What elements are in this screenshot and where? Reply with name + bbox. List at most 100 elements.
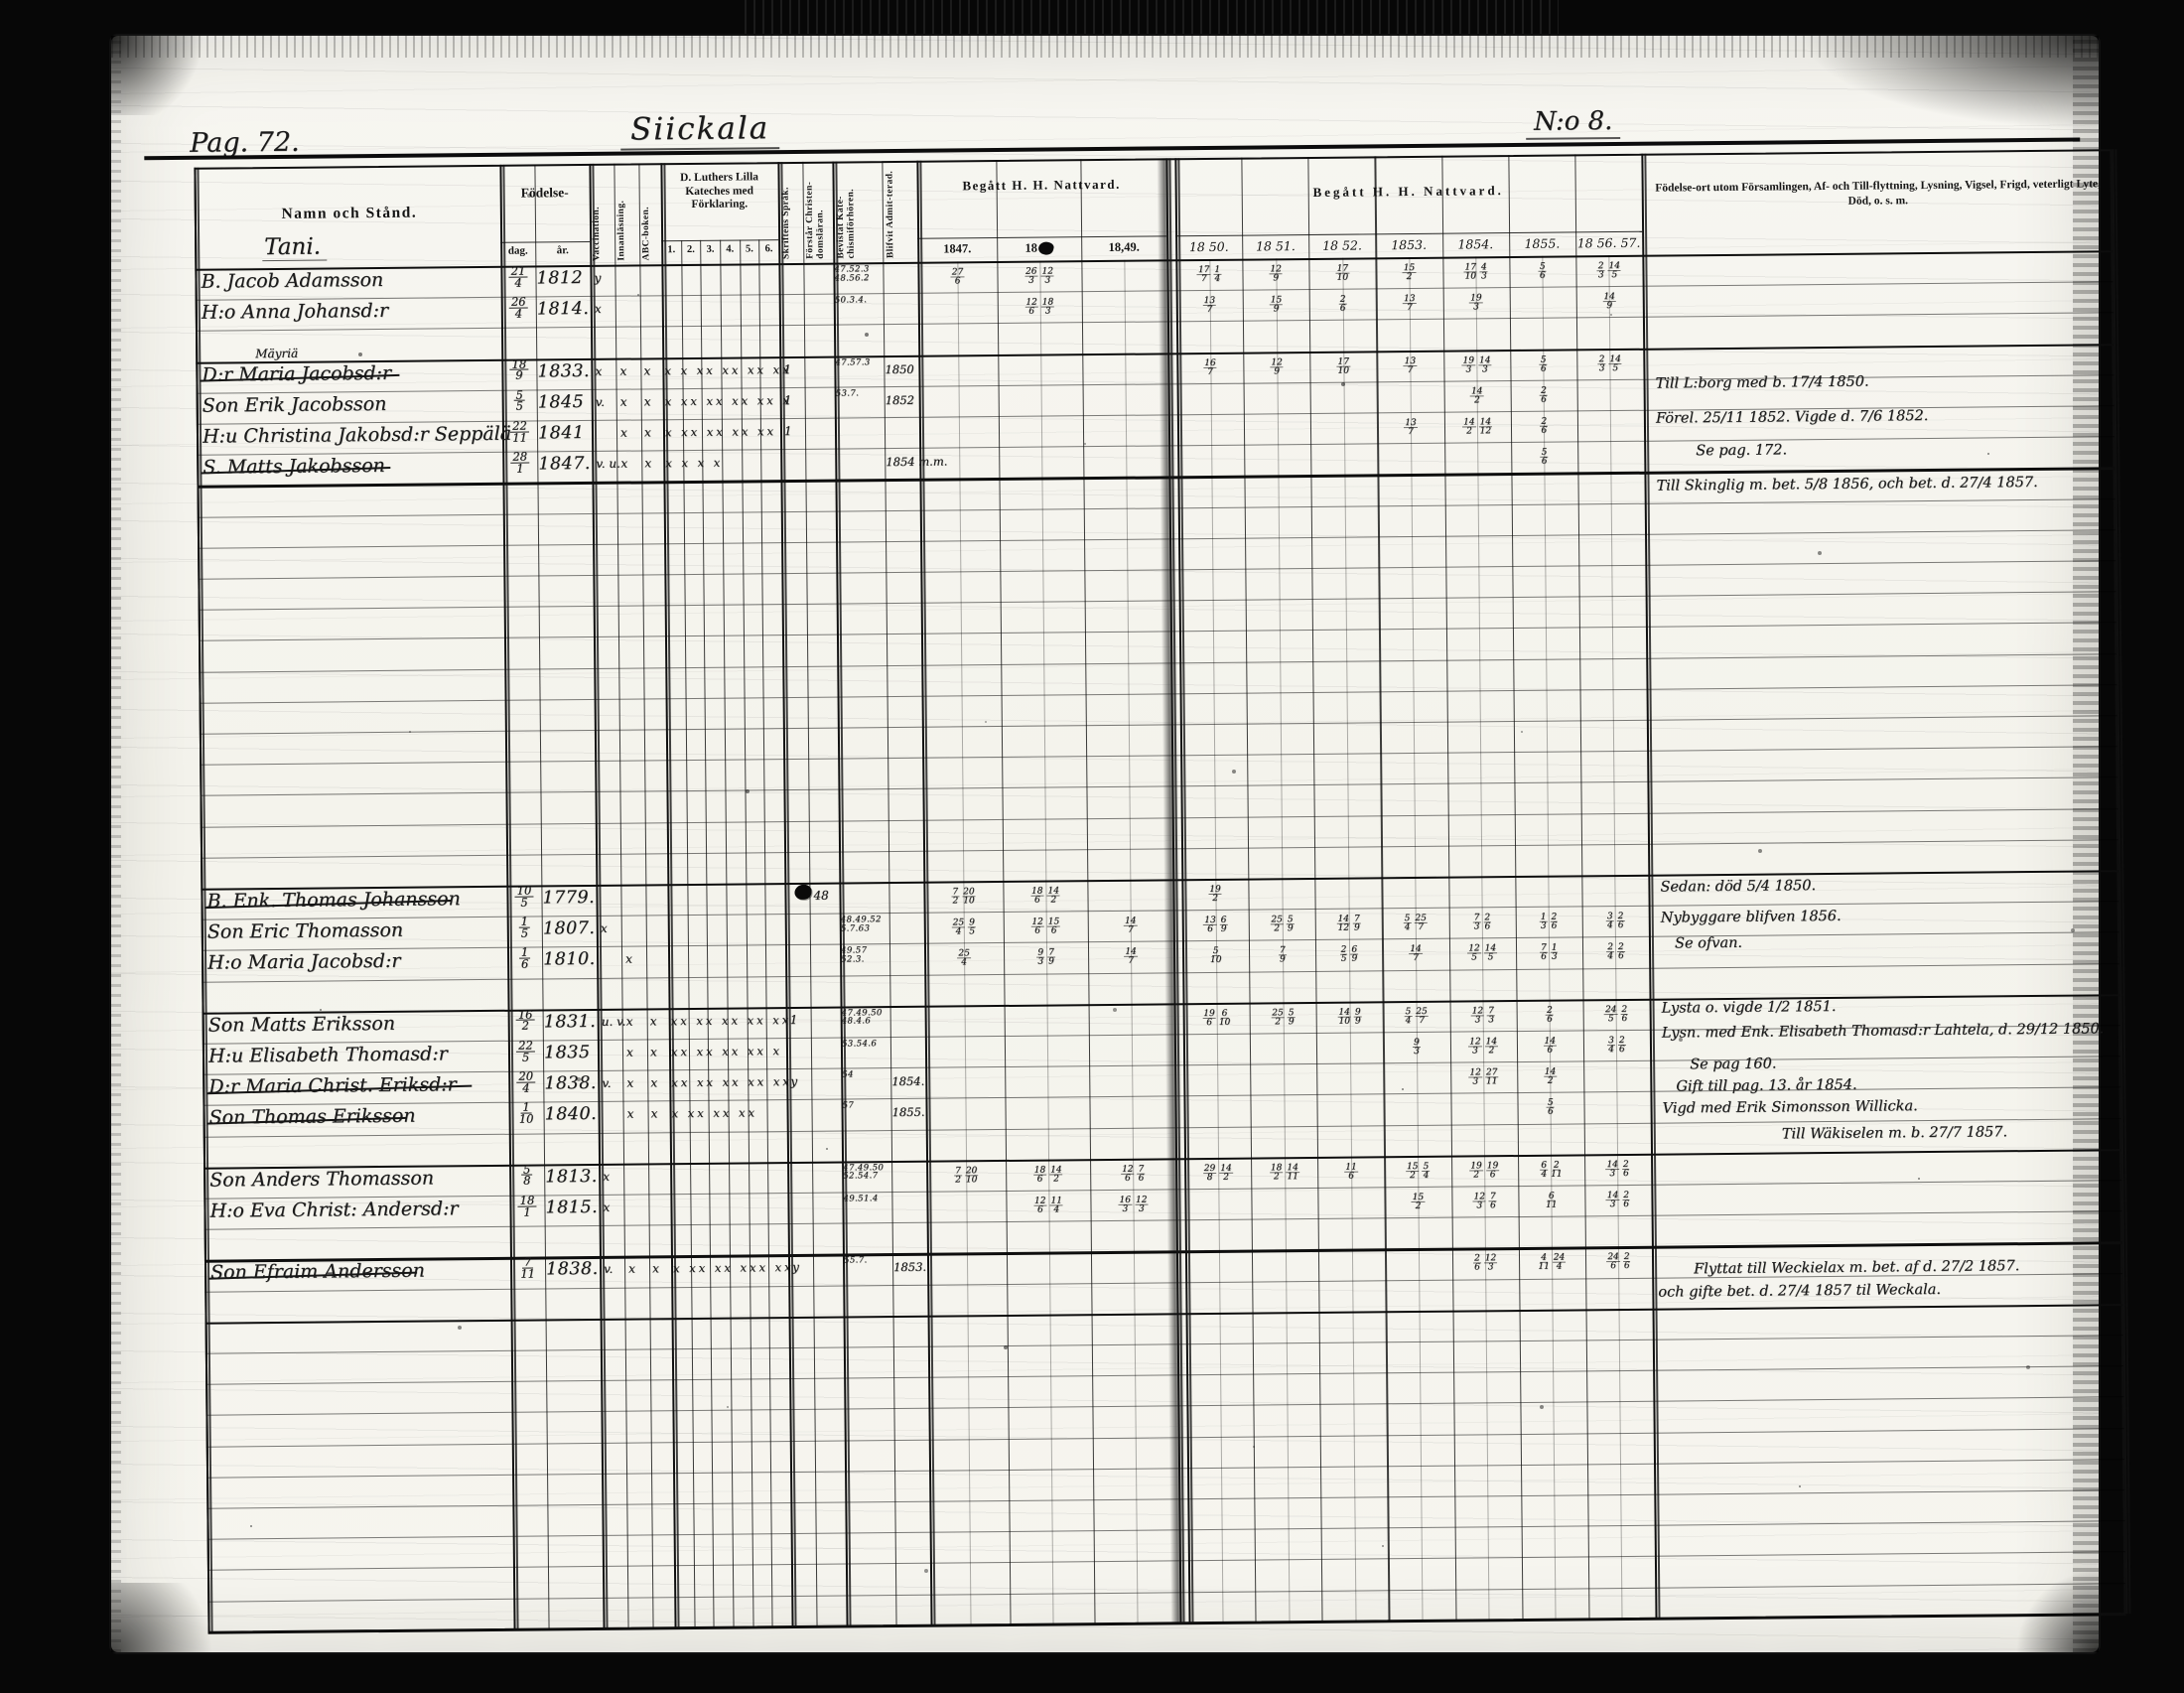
communion-cell: 14 3 2 6 [1584,1154,1651,1186]
attended-exam-marks: 47.57.3 [835,356,871,368]
communion-mark: 18 6 [1029,886,1044,906]
catechism-subcolumn-label: 4. [726,243,735,255]
communion-year-label: 18 52. [1322,236,1362,253]
communion-cell: 18 6 14 2 [1003,880,1087,912]
ledger-content: Pag. 72. Siickala N:o 8. Namn och Stånd.… [103,26,2128,1661]
communion-mark: 20 10 [962,887,976,907]
communion-year-label: 18 56. 57. [1576,234,1641,250]
communion-cell: 19 2 [1181,879,1248,911]
vacc-mark: u. v. [601,1014,626,1029]
admitted-year: 1853. [893,1260,927,1275]
communion-cell: 5 10 [1182,940,1249,972]
communion-mark: 25 2 [1270,915,1284,934]
vacc-mark: y [594,270,602,285]
communion-mark: 12 6 [1032,1196,1047,1215]
margin-note: Lysta o. vigde 1/2 1851. [1661,998,1837,1017]
read-mark: x [620,456,628,471]
communion-mark: 14 5 [1607,260,1621,281]
communion-mark: 12 3 [1483,1253,1498,1273]
communion-mark: 14 6 [1543,1036,1557,1056]
person-name: Son Matts Eriksson [207,1012,396,1037]
birth-year: 1845 [537,391,585,413]
catechism-marks: xx xx xx xx x [670,1044,783,1059]
catechism-marks: x xx xx xx xx [664,424,777,440]
attended-exam-marks: 48.49.52 5.7.63 [840,915,882,934]
person-name: B. Jacob Adamsson [201,268,384,293]
communion-cell: 19 3 [1442,287,1509,319]
communion-mark: 12 3 [1134,1195,1149,1214]
communion-cell: 17 10 [1309,257,1376,289]
communion-cell: 14 7 [1088,941,1173,973]
communion-mark: 13 6 [1203,916,1217,935]
abc-mark: x [652,1261,659,1276]
skrift-mark: 1 [783,424,792,439]
read-mark: x [619,363,627,378]
communion-cell: 14 9 [1575,286,1642,318]
communion-mark: 14 2 [1462,417,1476,437]
communion-cell: 14 10 9 9 [1316,1001,1383,1033]
attended-exam-marks: 50.3.4. [834,295,868,306]
vacc-mark: x [603,1199,611,1214]
communion-mark: 5 10 [1209,946,1222,966]
catechism-marks: xx xx xx xx xx [670,1012,792,1029]
attended-exam-marks: 53.7. [835,388,860,399]
column-header-birth-day: dag. [507,244,528,257]
column-header-admitted: Blifvit Admit-terad. [885,170,896,259]
birth-day: 28 1 [510,449,530,476]
communion-cell: 15 2 [1385,1187,1451,1218]
paper-sheet: Pag. 72. Siickala N:o 8. Namn och Stånd.… [111,36,2128,1652]
birth-day: 20 4 [516,1068,536,1095]
column-header-name: Namn och Stånd. [281,204,418,222]
communion-mark: 13 7 [1202,296,1217,316]
margin-note: Förel. 25/11 1852. Vigde d. 7/6 1852. [1655,408,1929,427]
catechism-marks: x x x x [665,455,724,471]
communion-year-label: 1847. [943,240,972,256]
birth-year: 1838. [544,1073,597,1094]
abc-mark: x [643,425,651,440]
column-header-birth-year: år. [556,244,569,257]
communion-cell: 6 4 2 11 [1518,1154,1584,1186]
communion-cell: 12 3 27 11 [1450,1061,1517,1093]
catechism-marks: xx xx xx xx xx [671,1074,792,1090]
communion-cell: 25 4 [924,942,1004,974]
communion-cell: 19 3 14 3 [1443,350,1510,381]
vacc-mark: x [603,1169,611,1184]
attended-exam-marks: 54 [842,1069,854,1080]
attended-exam-marks: 55.7. [843,1255,868,1266]
communion-mark: 14 2 [1049,1165,1063,1185]
birth-year: 1847. [538,454,592,475]
communion-mark: 4 11 [1538,1253,1550,1273]
communion-cell: 2 3 14 5 [1575,255,1642,287]
communion-cell: 15 2 5 4 [1384,1155,1450,1187]
attended-exam-marks: 53.54.6 [841,1039,878,1050]
communion-year-label: 18 50. [1188,238,1229,254]
communion-cell: 18 2 14 11 [1251,1157,1317,1189]
abc-mark: x [650,1075,658,1090]
communion-cell: 12 6 7 6 [1090,1158,1175,1190]
skrift-mark: 1 [789,1012,798,1027]
attended-exam-marks: 47.49.50 52.54.7 [843,1162,885,1182]
